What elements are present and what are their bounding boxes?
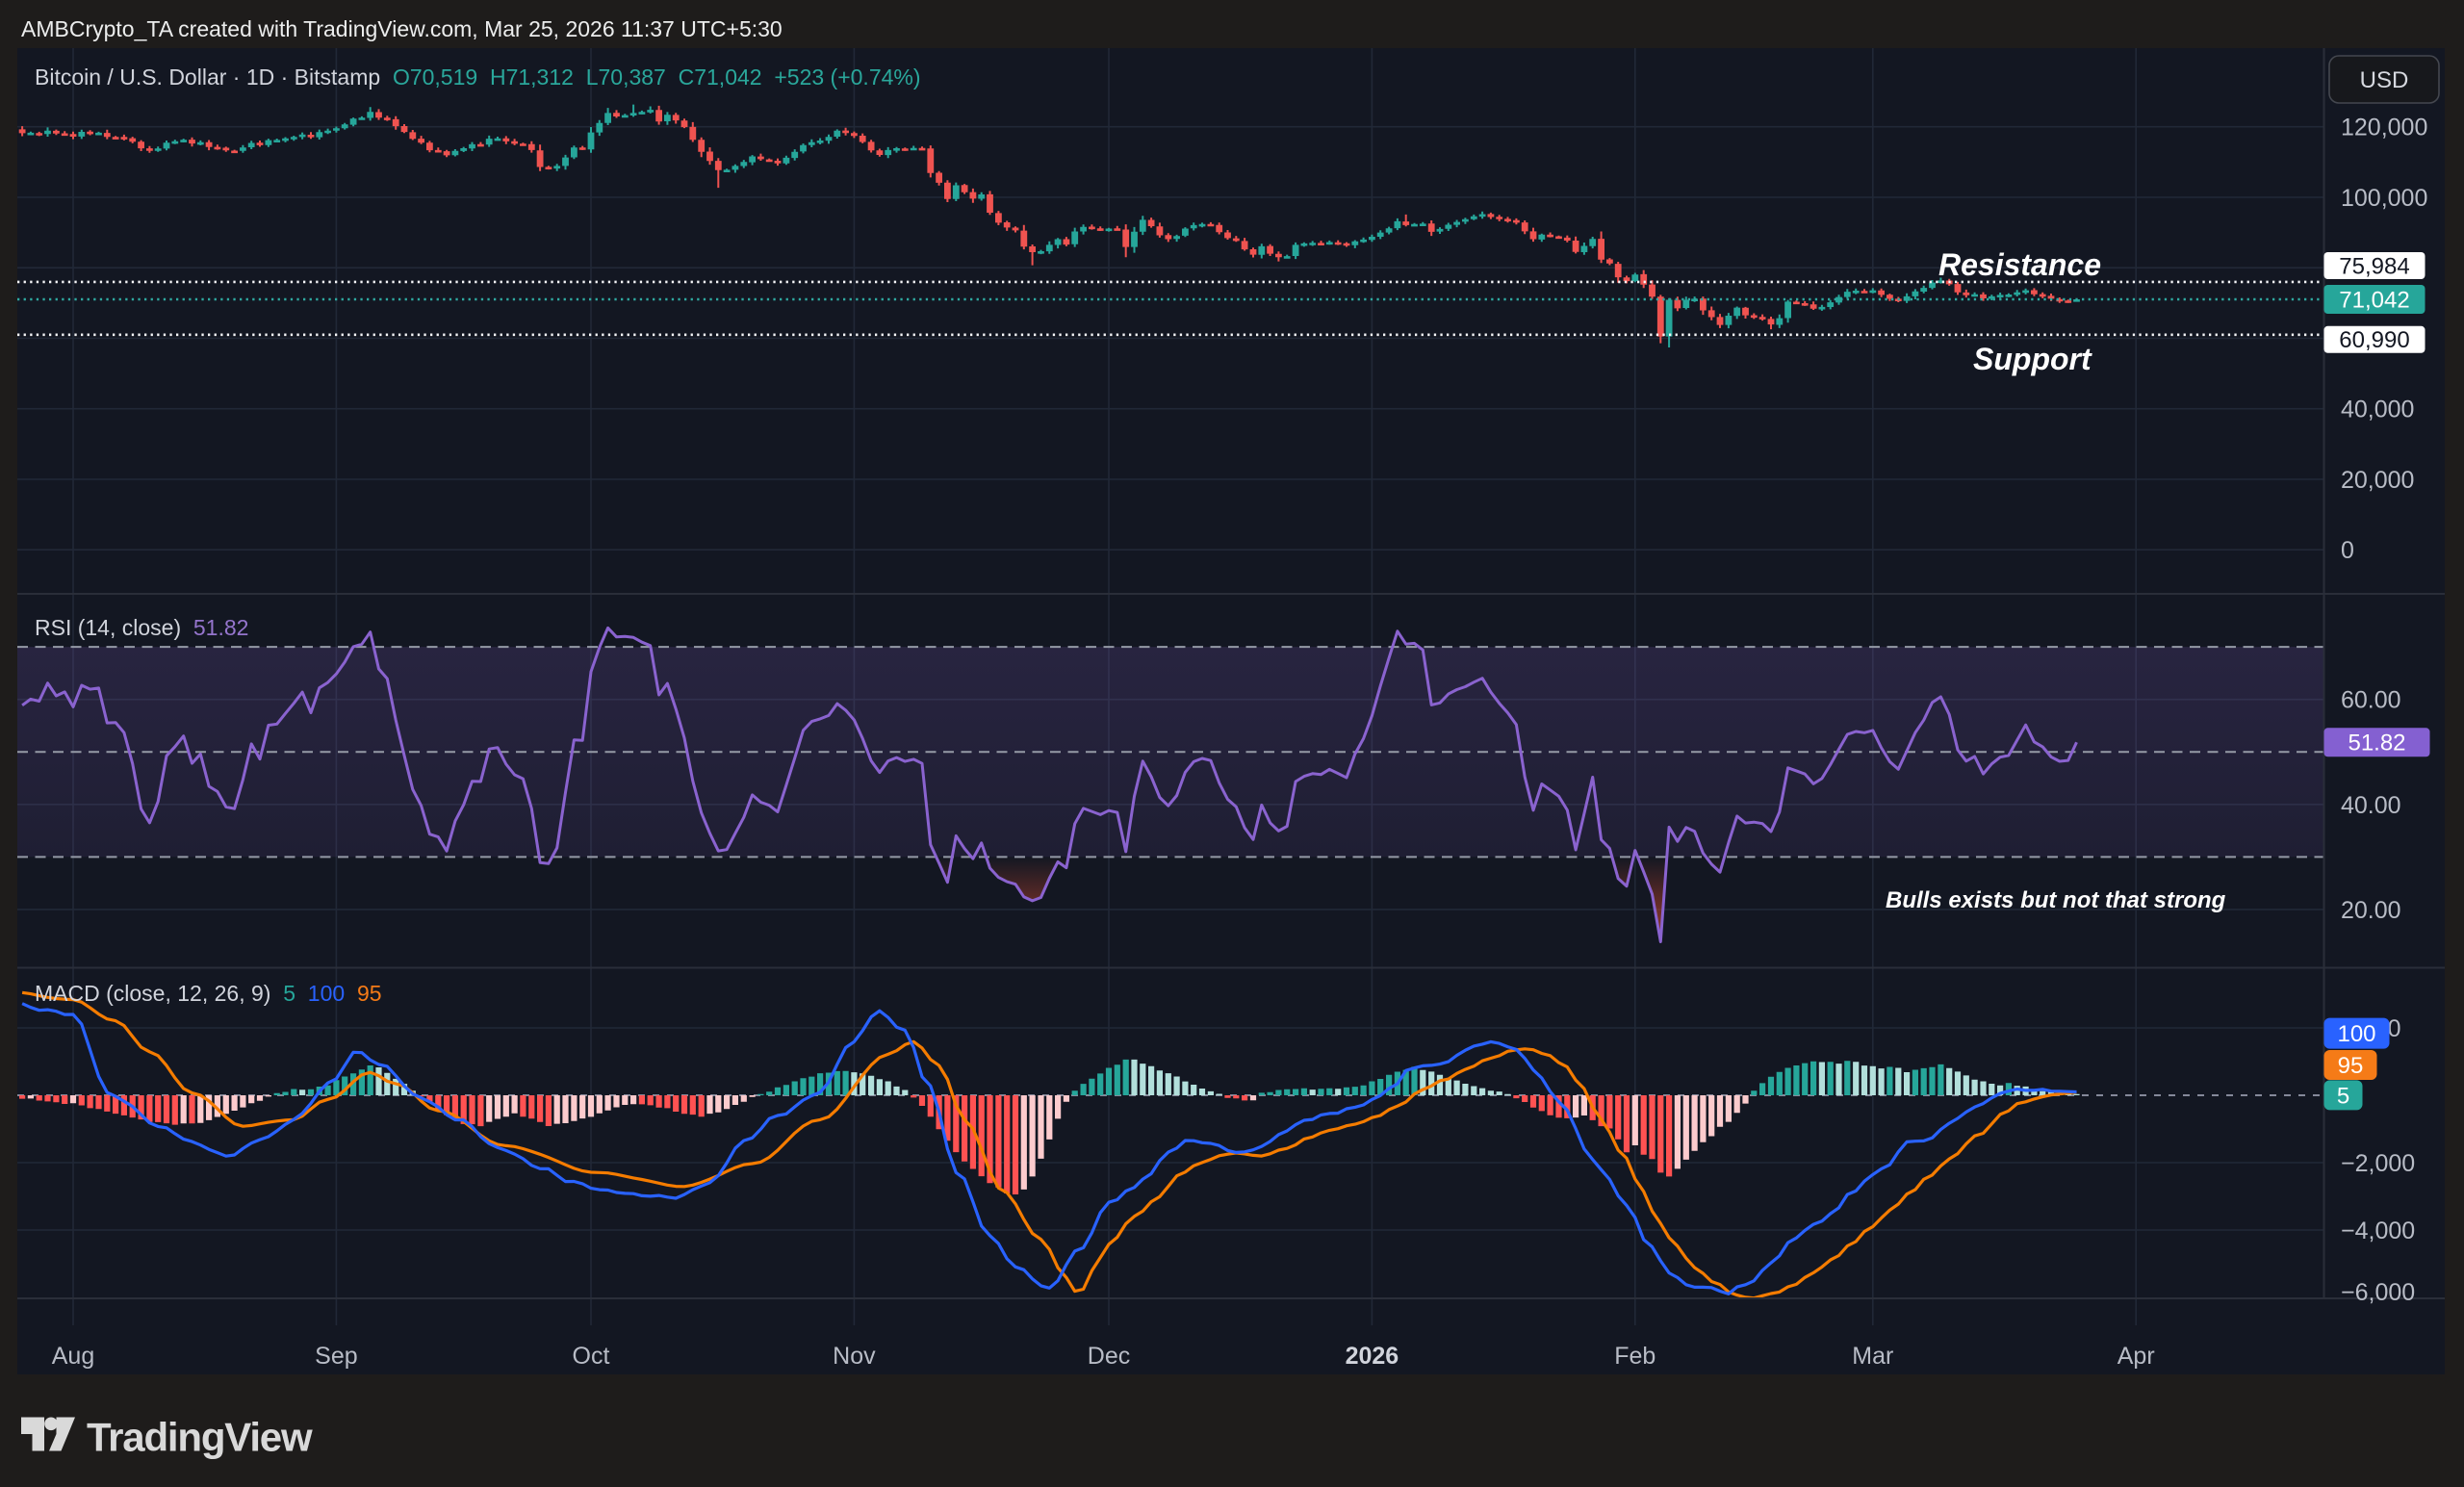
svg-text:60,990: 60,990 [2339,327,2409,353]
svg-text:−6,000: −6,000 [2341,1279,2415,1306]
svg-text:20.00: 20.00 [2341,897,2401,924]
svg-text:75,984: 75,984 [2339,253,2409,279]
svg-text:Mar: Mar [1852,1343,1893,1370]
svg-text:0: 0 [2341,537,2354,564]
svg-text:100,000: 100,000 [2341,185,2427,212]
svg-text:Feb: Feb [1614,1343,1656,1370]
svg-text:5: 5 [2337,1083,2349,1109]
svg-text:40,000: 40,000 [2341,397,2414,423]
svg-text:71,042: 71,042 [2339,287,2409,313]
svg-text:2026: 2026 [1346,1343,1399,1370]
svg-text:100: 100 [2337,1021,2375,1047]
svg-text:40.00: 40.00 [2341,792,2401,819]
svg-text:Sep: Sep [315,1343,357,1370]
svg-text:51.82: 51.82 [2348,731,2405,756]
svg-text:Nov: Nov [833,1343,876,1370]
svg-text:95: 95 [2338,1053,2364,1079]
svg-text:MACD (close, 12, 26, 9) 5 10: MACD (close, 12, 26, 9) 5 100 95 [35,981,382,1006]
svg-text:Apr: Apr [2118,1343,2155,1370]
svg-text:TradingView: TradingView [87,1415,313,1460]
svg-text:Oct: Oct [573,1343,610,1370]
svg-text:−2,000: −2,000 [2341,1150,2415,1177]
svg-text:Resistance: Resistance [1938,247,2101,282]
svg-text:Bitcoin / U.S. Dollar · 1D · B: Bitcoin / U.S. Dollar · 1D · Bitstamp O7… [35,64,921,90]
svg-text:Support: Support [1973,342,2092,376]
svg-text:Bulls exists but not that stro: Bulls exists but not that strong [1886,887,2226,913]
svg-text:Dec: Dec [1088,1343,1130,1370]
svg-text:RSI (14, close) 51.82: RSI (14, close) 51.82 [35,615,248,640]
svg-text:−4,000: −4,000 [2341,1218,2415,1244]
svg-text:120,000: 120,000 [2341,115,2427,141]
svg-text:60.00: 60.00 [2341,687,2401,714]
svg-text:20,000: 20,000 [2341,467,2414,494]
svg-text:Aug: Aug [52,1343,94,1370]
svg-text:USD: USD [2360,67,2409,93]
svg-text:AMBCrypto_TA created with Trad: AMBCrypto_TA created with TradingView.co… [21,16,783,41]
